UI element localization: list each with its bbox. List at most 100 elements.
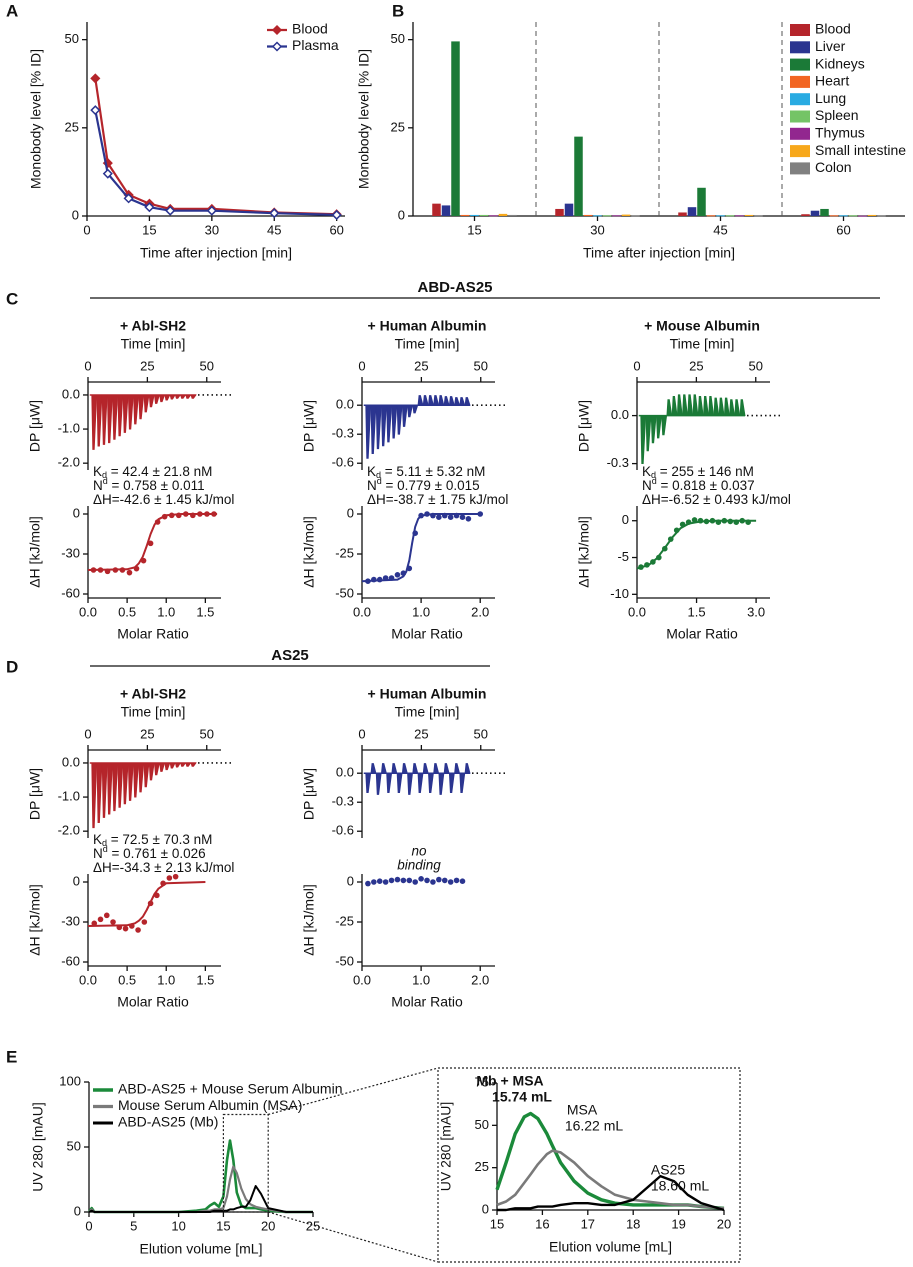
x-tick-label: 1.0 [412, 604, 430, 619]
x-tick-label: 0 [84, 726, 91, 741]
x-tick-label: 10 [171, 1218, 185, 1233]
x-tick-label: 30 [590, 222, 604, 237]
bar [555, 208, 564, 216]
fit-parameter-symbol: ΔH=-42.6 ± 1.45 kJ/mol [93, 492, 234, 507]
injection-peak [133, 394, 139, 425]
x-tick-label: 1.5 [688, 604, 706, 619]
injection-peak [645, 415, 652, 452]
y-tick-label: -1.0 [58, 789, 80, 804]
injection-peak [143, 394, 150, 413]
y-tick-label: 100 [59, 1073, 81, 1088]
injection-peak [671, 396, 678, 416]
legend-label: Spleen [815, 107, 859, 123]
injection-peak [713, 397, 720, 416]
data-point [147, 900, 154, 907]
legend-marker [271, 24, 283, 36]
marker [269, 208, 280, 219]
data-point [459, 514, 466, 520]
fit-curve [361, 513, 481, 583]
x-axis-label: Elution volume [mL] [140, 1241, 263, 1257]
fit-parameter: Nd = 0.779 ± 0.015 [367, 476, 480, 492]
data-point [182, 511, 189, 517]
x-tick-label: 2.0 [471, 604, 489, 619]
data-point [140, 557, 147, 564]
data-point [394, 572, 401, 578]
fit-parameter-value: = 42.4 ± 21.8 nM [107, 464, 212, 479]
data-point [656, 554, 662, 561]
data-point [394, 876, 401, 883]
bar [564, 203, 574, 216]
x-tick-label: 3.0 [747, 604, 765, 619]
fit-parameter-symbol: ΔH=-34.3 ± 2.13 kJ/mol [93, 860, 234, 875]
injection-peak [138, 762, 145, 793]
y-axis-label: ΔH [kJ/mol] [576, 516, 592, 588]
injection-peak [412, 763, 419, 774]
data-point [154, 892, 160, 899]
legend-swatch [790, 93, 810, 106]
injection-peak [370, 404, 377, 454]
data-point [388, 877, 395, 884]
injection-peak [739, 399, 746, 416]
data-point [745, 519, 751, 525]
x-tick-label: 15 [216, 1218, 230, 1233]
peak-annotation: 16.22 mL [565, 1118, 624, 1134]
x-tick-label: 1.5 [196, 972, 214, 987]
y-axis-label: UV 280 [mAU] [438, 1102, 454, 1191]
injection-peak [138, 394, 145, 420]
data-point [388, 575, 395, 581]
peak-annotation: Mb + MSA [476, 1073, 543, 1089]
injection-peak [464, 763, 471, 774]
injection-peak [464, 397, 471, 406]
x-tick-label: 0.0 [353, 604, 371, 619]
data-point [447, 879, 454, 885]
injection-peak [122, 394, 129, 433]
injection-peak [365, 772, 372, 793]
data-point [400, 877, 407, 884]
fit-parameter: Nd = 0.818 ± 0.037 [642, 476, 755, 492]
x-axis-label: Molar Ratio [117, 994, 189, 1010]
fit-parameter-symbol: K [93, 464, 102, 479]
x-tick-label: 50 [474, 358, 488, 373]
fit-parameter-value: = 0.758 ± 0.011 [108, 478, 205, 493]
data-point [430, 879, 436, 885]
data-point [447, 514, 454, 520]
x-tick-label: 25 [414, 358, 428, 373]
y-tick-label: -10 [610, 586, 629, 601]
bar [602, 215, 612, 217]
fit-parameter-value: = 0.818 ± 0.037 [657, 478, 755, 493]
fit-curve [87, 881, 206, 927]
x-tick-label: 1.0 [157, 972, 175, 987]
data-point [400, 570, 407, 576]
injection-peak [682, 394, 689, 416]
legend-label: Liver [815, 38, 846, 54]
data-point [638, 564, 644, 570]
y-tick-label: 75 [475, 1074, 489, 1089]
injection-peak [154, 394, 160, 404]
injection-peak [127, 762, 134, 801]
data-point [119, 567, 126, 573]
injection-peak [656, 415, 662, 439]
data-point [112, 567, 119, 573]
marker [331, 209, 342, 221]
y-tick-label: 0.0 [336, 397, 354, 412]
legend-swatch [790, 58, 810, 71]
injection-peak [159, 394, 166, 403]
injection-peak [407, 404, 414, 418]
injection-peak [143, 762, 150, 788]
injection-peak [640, 415, 647, 464]
data-point [382, 575, 389, 581]
data-point [453, 512, 460, 519]
bar [687, 207, 697, 216]
data-point [685, 519, 692, 525]
data-point [382, 879, 389, 885]
legend-label: Small intestine [815, 142, 906, 158]
fit-parameter-value: = 0.761 ± 0.026 [108, 846, 206, 861]
x-tick-label: 0.5 [118, 972, 136, 987]
fit-parameter-symbol: ΔH=-6.52 ± 0.493 kJ/mol [642, 492, 791, 507]
y-tick-label: -0.3 [332, 426, 354, 441]
data-point [135, 927, 141, 933]
peak-annotation: AS25 [651, 1162, 685, 1178]
legend-swatch [790, 24, 810, 36]
injection-peak [117, 394, 124, 437]
bar [498, 213, 508, 216]
